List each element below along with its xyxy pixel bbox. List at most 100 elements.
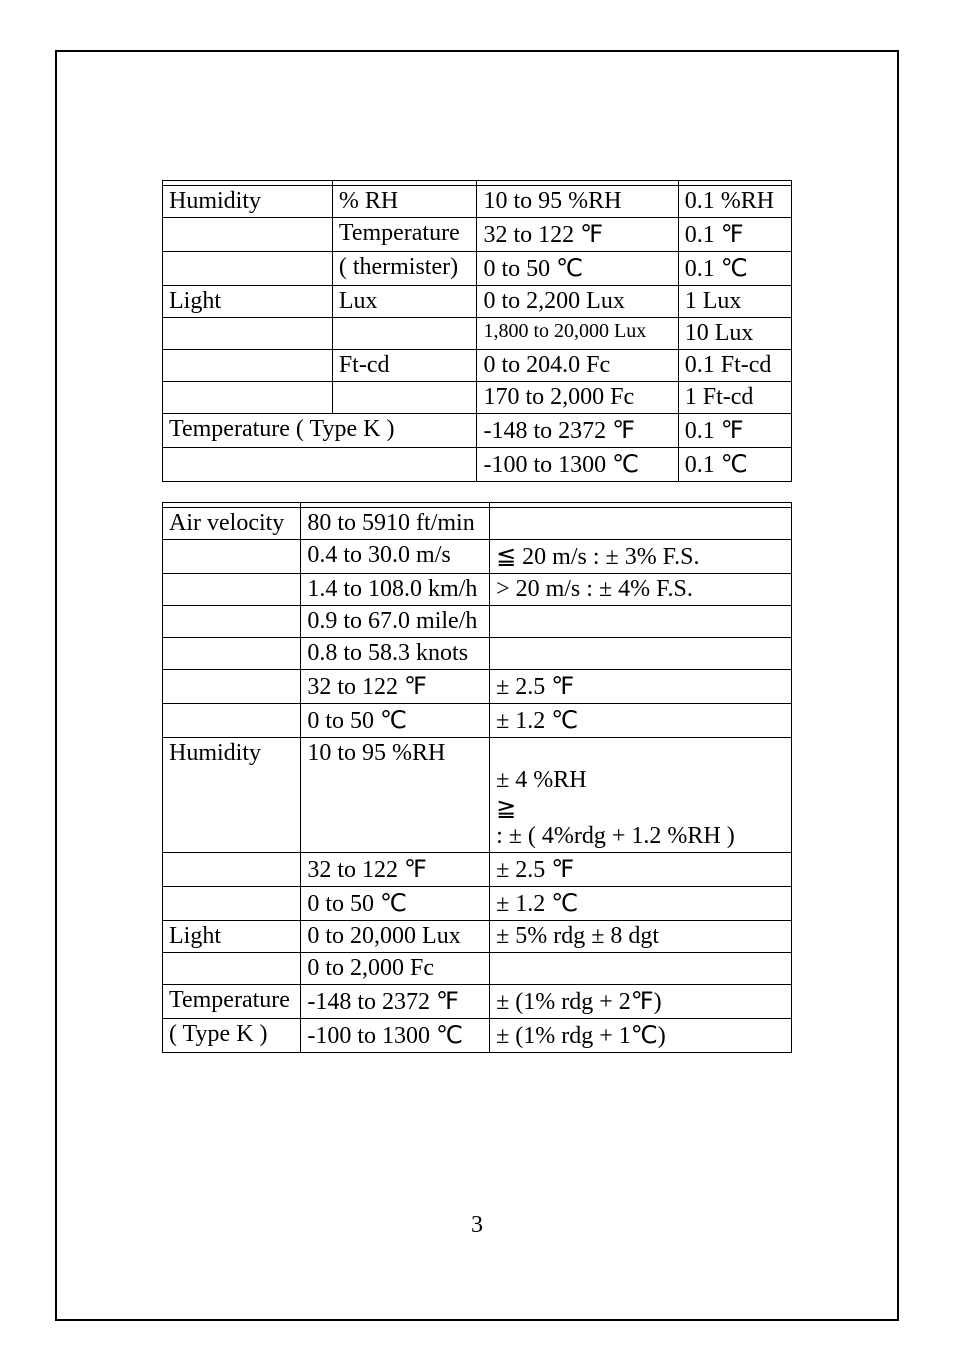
cell: ± (1% rdg + 1℃) (490, 1019, 792, 1053)
cell: ± 4 %RH≧ : ± ( 4%rdg + 1.2 %RH ) (490, 738, 792, 853)
cell: ± (1% rdg + 2℉) (490, 985, 792, 1019)
specs-table-2: Air velocity80 to 5910 ft/min0.4 to 30.0… (162, 502, 792, 1053)
cell: 1 Ft-cd (678, 382, 791, 414)
page-number: 3 (57, 1212, 897, 1239)
cell: 0 to 2,000 Fc (301, 953, 490, 985)
cell (163, 350, 333, 382)
table-row: 0.8 to 58.3 knots (163, 638, 792, 670)
table-row: 0 to 2,000 Fc (163, 953, 792, 985)
cell: 0 to 50 ℃ (477, 252, 678, 286)
cell: ± 2.5 ℉ (490, 670, 792, 704)
cell: 1 Lux (678, 286, 791, 318)
cell (163, 953, 301, 985)
cell: 1,800 to 20,000 Lux (477, 318, 678, 350)
table-row: 170 to 2,000 Fc1 Ft-cd (163, 382, 792, 414)
cell: 0.1 %RH (678, 186, 791, 218)
cell: % RH (332, 186, 477, 218)
cell: 32 to 122 ℉ (301, 670, 490, 704)
cell: Lux (332, 286, 477, 318)
cell: -148 to 2372 ℉ (477, 414, 678, 448)
cell: Humidity (163, 738, 301, 853)
cell: Ft-cd (332, 350, 477, 382)
table-row: Temperature ( Type K )-148 to 2372 ℉0.1 … (163, 414, 792, 448)
cell (163, 887, 301, 921)
cell (163, 704, 301, 738)
table-row: ( Type K )-100 to 1300 ℃± (1% rdg + 1℃) (163, 1019, 792, 1053)
cell: 10 to 95 %RH (477, 186, 678, 218)
cell: ( Type K ) (163, 1019, 301, 1053)
cell: Humidity (163, 186, 333, 218)
cell: -148 to 2372 ℉ (301, 985, 490, 1019)
cell: ± 2.5 ℉ (490, 853, 792, 887)
cell: Light (163, 286, 333, 318)
cell: 0.1 Ft-cd (678, 350, 791, 382)
cell (163, 448, 477, 482)
cell: 0.4 to 30.0 m/s (301, 540, 490, 574)
cell (163, 382, 333, 414)
table-row: Temperature32 to 122 ℉0.1 ℉ (163, 218, 792, 252)
table-row: LightLux0 to 2,200 Lux1 Lux (163, 286, 792, 318)
cell: 0 to 50 ℃ (301, 887, 490, 921)
table-row: 0 to 50 ℃± 1.2 ℃ (163, 704, 792, 738)
cell: -100 to 1300 ℃ (301, 1019, 490, 1053)
cell (163, 218, 333, 252)
cell: 10 Lux (678, 318, 791, 350)
cell (163, 574, 301, 606)
cell: 170 to 2,000 Fc (477, 382, 678, 414)
cell (332, 318, 477, 350)
cell: -100 to 1300 ℃ (477, 448, 678, 482)
cell: 0 to 204.0 Fc (477, 350, 678, 382)
cell (163, 540, 301, 574)
cell (163, 853, 301, 887)
cell: 1.4 to 108.0 km/h (301, 574, 490, 606)
cell (163, 606, 301, 638)
cell: 0.1 ℉ (678, 218, 791, 252)
table-row: 1,800 to 20,000 Lux10 Lux (163, 318, 792, 350)
table-row: Light0 to 20,000 Lux± 5% rdg ± 8 dgt (163, 921, 792, 953)
cell (332, 382, 477, 414)
cell (490, 508, 792, 540)
table-row: 1.4 to 108.0 km/h> 20 m/s : ± 4% F.S. (163, 574, 792, 606)
cell: > 20 m/s : ± 4% F.S. (490, 574, 792, 606)
cell: Temperature ( Type K ) (163, 414, 477, 448)
cell (490, 606, 792, 638)
cell: 0.1 ℃ (678, 252, 791, 286)
cell: 10 to 95 %RH (301, 738, 490, 853)
table-row: Humidity% RH10 to 95 %RH0.1 %RH (163, 186, 792, 218)
cell: ± 1.2 ℃ (490, 704, 792, 738)
table-row: 32 to 122 ℉± 2.5 ℉ (163, 670, 792, 704)
cell: 0.8 to 58.3 knots (301, 638, 490, 670)
cell: ( thermister) (332, 252, 477, 286)
cell: 0.1 ℉ (678, 414, 791, 448)
cell: Air velocity (163, 508, 301, 540)
cell: 32 to 122 ℉ (477, 218, 678, 252)
cell: 0 to 2,200 Lux (477, 286, 678, 318)
table-row: 32 to 122 ℉± 2.5 ℉ (163, 853, 792, 887)
table-row: -100 to 1300 ℃0.1 ℃ (163, 448, 792, 482)
table-row: 0.9 to 67.0 mile/h (163, 606, 792, 638)
cell (163, 670, 301, 704)
cell: Temperature (163, 985, 301, 1019)
cell: 0 to 20,000 Lux (301, 921, 490, 953)
table-row: Temperature-148 to 2372 ℉± (1% rdg + 2℉) (163, 985, 792, 1019)
cell (490, 638, 792, 670)
cell: Light (163, 921, 301, 953)
table-row: 0.4 to 30.0 m/s≦ 20 m/s : ± 3% F.S. (163, 540, 792, 574)
cell (163, 318, 333, 350)
specs-table-1: Humidity% RH10 to 95 %RH0.1 %RHTemperatu… (162, 180, 792, 482)
cell: 0.1 ℃ (678, 448, 791, 482)
table-row: Ft-cd0 to 204.0 Fc0.1 Ft-cd (163, 350, 792, 382)
cell: Temperature (332, 218, 477, 252)
cell (163, 252, 333, 286)
cell: 80 to 5910 ft/min (301, 508, 490, 540)
cell (163, 638, 301, 670)
table-row: Air velocity80 to 5910 ft/min (163, 508, 792, 540)
cell: ± 1.2 ℃ (490, 887, 792, 921)
table-row: 0 to 50 ℃± 1.2 ℃ (163, 887, 792, 921)
cell: ± 5% rdg ± 8 dgt (490, 921, 792, 953)
cell: 0 to 50 ℃ (301, 704, 490, 738)
table-row: Humidity10 to 95 %RH ± 4 %RH≧ : ± ( 4%rd… (163, 738, 792, 853)
cell: 32 to 122 ℉ (301, 853, 490, 887)
table-row: ( thermister)0 to 50 ℃0.1 ℃ (163, 252, 792, 286)
cell: 0.9 to 67.0 mile/h (301, 606, 490, 638)
